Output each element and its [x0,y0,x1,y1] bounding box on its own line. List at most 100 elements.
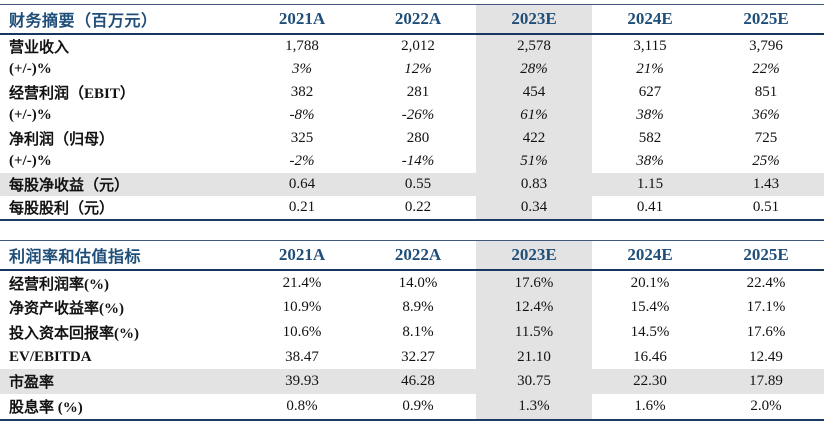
cell: 14.5% [592,320,708,345]
row-label: 经营利润率(%) [0,270,244,296]
cell: 17.6% [708,320,824,345]
table1-col-2022a: 2022A [360,4,476,35]
cell: 16.46 [592,344,708,370]
row-label: 每股股利（元） [0,196,244,221]
table1-col-2021a: 2021A [244,4,360,35]
table-row-revenue: 营业收入 1,788 2,012 2,578 3,115 3,796 [0,34,824,58]
cell: 22.4% [708,270,824,296]
cell: 0.8% [244,393,360,421]
table-row-pe: 市盈率 39.93 46.28 30.75 22.30 17.89 [0,369,824,394]
table-row-net-profit: 净利润（归母） 325 280 422 582 725 [0,127,824,150]
cell: 21.4% [244,270,360,296]
cell: 382 [244,81,360,104]
row-label: 经营利润（EBIT） [0,81,244,104]
cell: 454 [476,81,592,104]
cell: 51% [476,150,592,173]
cell: 38% [592,104,708,127]
table-row-eps: 每股净收益（元） 0.64 0.55 0.83 1.15 1.43 [0,173,824,196]
cell: 2.0% [708,393,824,421]
row-label: 净利润（归母） [0,127,244,150]
cell: -26% [360,104,476,127]
table-row-roe: 净资产收益率(%) 10.9% 8.9% 12.4% 15.4% 17.1% [0,295,824,321]
cell: 627 [592,81,708,104]
table2-header-row: 利润率和估值指标 2021A 2022A 2023E 2024E 2025E [0,240,824,271]
cell: 0.9% [360,393,476,421]
cell: 1.6% [592,393,708,421]
cell: 38.47 [244,344,360,370]
cell: 14.0% [360,270,476,296]
cell: 11.5% [476,320,592,345]
cell: 1.15 [592,173,708,196]
margin-valuation-table: 利润率和估值指标 2021A 2022A 2023E 2024E 2025E 经… [0,240,824,421]
cell: 8.1% [360,320,476,345]
cell: 2,578 [476,34,592,58]
table-row-ebit: 经营利润（EBIT） 382 281 454 627 851 [0,81,824,104]
cell: 0.22 [360,196,476,221]
cell: 22% [708,58,824,81]
table1-col-2025e: 2025E [708,4,824,35]
table1-title: 财务摘要（百万元） [0,4,244,35]
table2-col-2024e: 2024E [592,240,708,271]
cell: 0.21 [244,196,360,221]
cell: 28% [476,58,592,81]
cell: -2% [244,150,360,173]
cell: 12.49 [708,344,824,370]
cell: 12.4% [476,295,592,321]
table1-col-2024e: 2024E [592,4,708,35]
table2-col-2021a: 2021A [244,240,360,271]
row-label: 股息率 (%) [0,393,244,421]
table-row-dps: 每股股利（元） 0.21 0.22 0.34 0.41 0.51 [0,196,824,221]
cell: 17.89 [708,369,824,394]
cell: 3,115 [592,34,708,58]
table2-title: 利润率和估值指标 [0,240,244,271]
financial-summary-table: 财务摘要（百万元） 2021A 2022A 2023E 2024E 2025E … [0,4,824,221]
cell: 725 [708,127,824,150]
table-row-dividend-yield: 股息率 (%) 0.8% 0.9% 1.3% 1.6% 2.0% [0,393,824,421]
row-label: (+/-)% [0,104,244,127]
cell: 3,796 [708,34,824,58]
cell: 46.28 [360,369,476,394]
cell: 0.34 [476,196,592,221]
cell: 17.6% [476,270,592,296]
cell: 582 [592,127,708,150]
row-label: 净资产收益率(%) [0,295,244,321]
table-row-ev-ebitda: EV/EBITDA 38.47 32.27 21.10 16.46 12.49 [0,344,824,370]
financial-summary-page: 财务摘要（百万元） 2021A 2022A 2023E 2024E 2025E … [0,4,824,421]
cell: 1.3% [476,393,592,421]
cell: 0.55 [360,173,476,196]
table-row-net-profit-growth: (+/-)% -2% -14% 51% 38% 25% [0,150,824,173]
cell: 25% [708,150,824,173]
cell: 2,012 [360,34,476,58]
cell: 851 [708,81,824,104]
table-row-ebit-growth: (+/-)% -8% -26% 61% 38% 36% [0,104,824,127]
cell: 36% [708,104,824,127]
table-row-revenue-growth: (+/-)% 3% 12% 28% 21% 22% [0,58,824,81]
cell: 21% [592,58,708,81]
cell: 21.10 [476,344,592,370]
cell: 0.83 [476,173,592,196]
cell: 32.27 [360,344,476,370]
cell: 17.1% [708,295,824,321]
cell: 8.9% [360,295,476,321]
row-label: 市盈率 [0,369,244,394]
row-label: 营业收入 [0,34,244,58]
row-label: (+/-)% [0,150,244,173]
cell: 280 [360,127,476,150]
cell: 10.6% [244,320,360,345]
cell: 281 [360,81,476,104]
row-label: (+/-)% [0,58,244,81]
cell: 30.75 [476,369,592,394]
table1-header-row: 财务摘要（百万元） 2021A 2022A 2023E 2024E 2025E [0,4,824,35]
cell: 39.93 [244,369,360,394]
table2-col-2023e: 2023E [476,240,592,271]
cell: 325 [244,127,360,150]
cell: 10.9% [244,295,360,321]
row-label: 每股净收益（元） [0,173,244,196]
row-label: EV/EBITDA [0,344,244,370]
table-row-roic: 投入资本回报率(%) 10.6% 8.1% 11.5% 14.5% 17.6% [0,320,824,345]
cell: 12% [360,58,476,81]
table-row-ebit-margin: 经营利润率(%) 21.4% 14.0% 17.6% 20.1% 22.4% [0,270,824,296]
cell: 0.41 [592,196,708,221]
cell: 1.43 [708,173,824,196]
cell: -8% [244,104,360,127]
